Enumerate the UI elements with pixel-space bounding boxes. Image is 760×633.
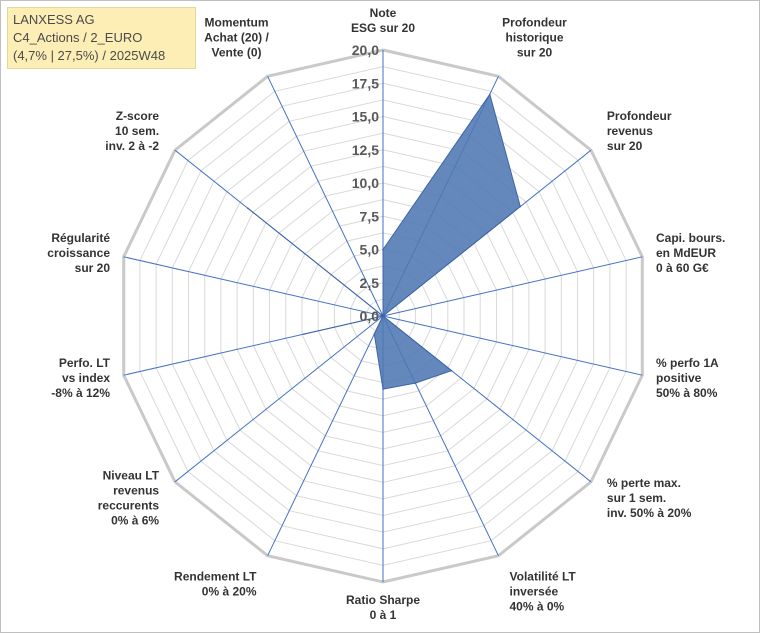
axis-label-line: sur 20 <box>75 261 111 275</box>
axis-label-line: % perfo 1A <box>656 356 719 370</box>
tick-label: 10,0 <box>352 175 379 191</box>
series-area <box>247 93 521 390</box>
data-point <box>450 369 453 372</box>
tick-labels: 0,0 2,5 5,0 7,5 10,0 12,5 15,0 17,5 20,0 <box>352 42 379 324</box>
period-info: (4,7% | 27,5%) / 2025W48 <box>13 48 166 63</box>
axis-label: Note ESG sur 20 <box>351 6 415 35</box>
tick-label: 12,5 <box>352 142 379 158</box>
axis-label: Perfo. LT vs index -8% à 12% <box>51 356 110 400</box>
axis-label-line: 50% à 80% <box>656 386 718 400</box>
tick-label: 17,5 <box>352 75 379 91</box>
axis-label: Régularité croissance sur 20 <box>47 231 110 275</box>
category-labels: Note ESG sur 20 Profondeur historique sur 20… <box>47 6 725 622</box>
axis-label-line: positive <box>656 371 702 385</box>
axis-label-line: 10 sem. <box>115 124 159 138</box>
axis-label-line: Volatilité LT <box>510 569 577 583</box>
axis-label: Ratio Sharpe 0 à 1 <box>346 593 420 622</box>
axis-label-line: Vente (0) <box>211 46 261 60</box>
tick-label: 2,5 <box>360 275 380 291</box>
tick-label: 15,0 <box>352 109 379 125</box>
data-point <box>489 93 491 96</box>
axis-label-line: vs index <box>62 371 110 385</box>
axis-label-line: Perfo. LT <box>59 356 111 370</box>
axis-label-line: -8% à 12% <box>51 386 110 400</box>
data-point <box>303 333 305 335</box>
axis-label-line: Momentum <box>205 16 269 30</box>
spoke <box>174 315 384 483</box>
axis-label-line: 0% à 20% <box>202 584 257 598</box>
axis-label-line: en MdEUR <box>656 246 716 260</box>
spoke <box>267 76 384 317</box>
axis-label-line: Note <box>370 6 397 20</box>
spoke <box>123 256 384 317</box>
tick-label: 7,5 <box>360 208 380 224</box>
axis-label: % perte max. sur 1 sem. inv. 50% à 20% <box>607 476 692 520</box>
company-name: LANXESS AG <box>13 12 95 27</box>
axis-label-line: Ratio Sharpe <box>346 593 420 607</box>
axis-label-line: Z-score <box>116 109 160 123</box>
spoke <box>382 256 643 317</box>
axis-label-line: Niveau LT <box>103 469 160 483</box>
axis-label-line: Profondeur <box>502 16 567 30</box>
axis-label-line: 40% à 0% <box>510 599 565 613</box>
axis-label-line: Capi. bours. <box>656 231 725 245</box>
axis-label-line: historique <box>505 31 563 45</box>
axis-label: Volatilité LT inversée 40% à 0% <box>510 569 577 613</box>
axis-label-line: % perte max. <box>607 476 681 490</box>
spoke <box>382 315 643 376</box>
axis-label-line: inversée <box>510 584 559 598</box>
spoke <box>267 315 384 556</box>
axis-label: Capi. bours. en MdEUR 0 à 60 G€ <box>656 231 725 275</box>
axis-label: Profondeur revenus sur 20 <box>607 109 672 153</box>
data-point <box>382 388 384 390</box>
axis-label-line: Régularité <box>51 231 110 245</box>
axis-label-line: 0 à 1 <box>370 608 397 622</box>
axis-label-line: 0 à 60 G€ <box>656 261 709 275</box>
tick-label: 5,0 <box>360 242 380 258</box>
data-point <box>519 205 522 208</box>
axis-label-line: 0% à 6% <box>111 514 159 528</box>
axis-label-line: inv. 2 à -2 <box>105 139 159 153</box>
axis-label-line: Achat (20) / <box>204 31 269 45</box>
axis-label-line: sur 20 <box>607 139 643 153</box>
axis-label-line: revenus <box>607 124 653 138</box>
series-layer <box>247 93 522 390</box>
axis-label-line: inv. 50% à 20% <box>607 506 692 520</box>
axis-label-line: Rendement LT <box>174 569 257 583</box>
axis-label: Niveau LT revenus reccurents 0% à 6% <box>98 469 160 528</box>
axis-label-line: Profondeur <box>607 109 672 123</box>
axis-label: % perfo 1A positive 50% à 80% <box>656 356 719 400</box>
axis-label: Z-score 10 sem. inv. 2 à -2 <box>105 109 159 153</box>
title-box: LANXESS AG C4_Actions / 2_EURO (4,7% | 2… <box>7 7 196 69</box>
data-point <box>373 333 376 335</box>
axis-label-line: croissance <box>47 246 110 260</box>
axis-label-line: sur 1 sem. <box>607 491 666 505</box>
axis-label-line: ESG sur 20 <box>351 21 415 35</box>
axis-label-line: sur 20 <box>517 46 553 60</box>
data-point <box>247 207 249 209</box>
data-point <box>382 248 384 251</box>
axis-label: Profondeur historique sur 20 <box>502 16 567 60</box>
tick-label: 20,0 <box>352 42 379 58</box>
portfolio-name: C4_Actions / 2_EURO <box>13 30 143 45</box>
data-point <box>382 315 384 317</box>
axis-label: Rendement LT 0% à 20% <box>174 569 257 598</box>
axis-label: Momentum Achat (20) / Vente (0) <box>204 16 269 60</box>
axis-label-line: revenus <box>113 484 159 498</box>
tick-label: 0,0 <box>360 308 380 324</box>
axis-label-line: reccurents <box>98 499 160 513</box>
data-point <box>414 382 417 384</box>
